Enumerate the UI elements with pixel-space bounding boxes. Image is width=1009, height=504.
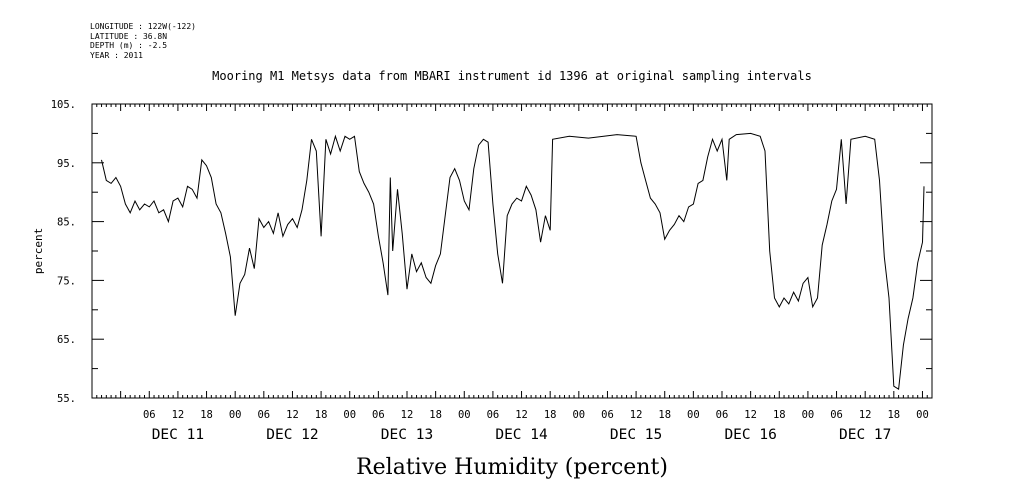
x-tick-label: 00 xyxy=(687,409,700,421)
chart-title: Mooring M1 Metsys data from MBARI instru… xyxy=(212,69,812,83)
x-tick-label: 06 xyxy=(143,409,156,421)
x-tick-label: 12 xyxy=(744,409,757,421)
x-tick-label: 18 xyxy=(315,409,328,421)
x-day-label: DEC 15 xyxy=(610,427,662,443)
year-label: YEAR : 2011 xyxy=(90,50,143,60)
plot-frame xyxy=(91,103,933,399)
y-axis-label: percent xyxy=(32,228,45,274)
x-tick-label: 06 xyxy=(716,409,729,421)
x-tick-label: 18 xyxy=(200,409,213,421)
x-day-label: DEC 11 xyxy=(152,427,204,443)
y-tick-label: 85. xyxy=(57,217,76,229)
y-tick-label: 75. xyxy=(57,275,76,287)
x-day-label: DEC 16 xyxy=(724,427,776,443)
humidity-series-line xyxy=(101,132,925,391)
x-tick-label: 12 xyxy=(172,409,185,421)
x-tick-label: 00 xyxy=(916,409,929,421)
x-tick-label: 00 xyxy=(802,409,815,421)
longitude-label: LONGITUDE : 122W(-122) xyxy=(90,22,196,31)
x-tick-label: 12 xyxy=(401,409,414,421)
x-tick-label: 12 xyxy=(859,409,872,421)
depth-label: DEPTH (m) : -2.5 xyxy=(90,41,168,50)
y-tick-label: 105. xyxy=(51,99,76,111)
y-axis: 55. 65. 75. 85. 95. 105. xyxy=(51,99,932,405)
x-tick-label: 00 xyxy=(572,409,585,421)
x-tick-label: 00 xyxy=(229,409,242,421)
x-axis-label: Relative Humidity (percent) xyxy=(356,455,668,480)
x-tick-label: 18 xyxy=(773,409,786,421)
y-tick-label: 95. xyxy=(57,158,76,170)
x-tick-label: 06 xyxy=(372,409,385,421)
x-axis: 06 12 18 00 06 12 18 00 06 12 18 00 06 12 18 00 06 12 18 00… xyxy=(91,104,933,443)
y-tick-label: 65. xyxy=(57,334,76,346)
x-tick-label: 18 xyxy=(544,409,557,421)
x-tick-label: 00 xyxy=(458,409,471,421)
x-tick-label: 12 xyxy=(515,409,528,421)
x-day-label: DEC 14 xyxy=(495,427,548,443)
x-tick-label: 00 xyxy=(343,409,356,421)
x-tick-label: 18 xyxy=(887,409,900,421)
latitude-label: LATITUDE : 36.8N xyxy=(90,31,168,41)
x-tick-label: 06 xyxy=(257,409,270,421)
x-day-label: DEC 17 xyxy=(839,427,891,443)
x-tick-label: 06 xyxy=(601,409,614,421)
x-day-label: DEC 13 xyxy=(381,427,433,443)
x-tick-label: 18 xyxy=(658,409,671,421)
x-tick-label: 18 xyxy=(429,409,442,421)
y-tick-label: 55. xyxy=(57,393,76,405)
x-day-label: DEC 12 xyxy=(266,427,318,443)
x-tick-label: 12 xyxy=(630,409,643,421)
mooring-metadata: LONGITUDE : 122W(-122) LATITUDE : 36.8N … xyxy=(90,22,196,60)
x-tick-label: 06 xyxy=(830,409,843,421)
x-tick-label: 12 xyxy=(286,409,299,421)
x-tick-label: 06 xyxy=(487,409,500,421)
